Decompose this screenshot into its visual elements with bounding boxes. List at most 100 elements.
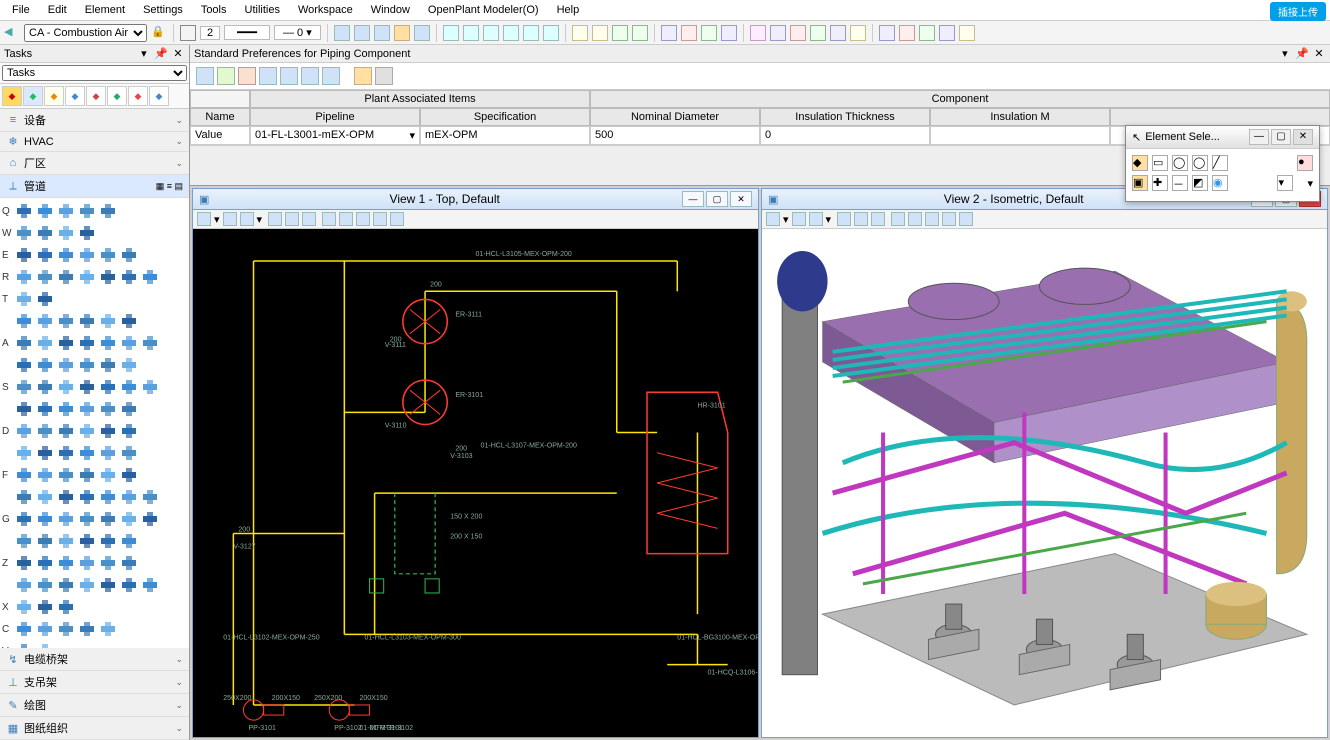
palette-item[interactable] <box>98 201 118 221</box>
palette-item[interactable] <box>119 421 139 441</box>
prefs-tool-icon[interactable] <box>196 67 214 85</box>
palette-item[interactable] <box>119 333 139 353</box>
nav-back-icon[interactable]: ◀ <box>4 25 20 41</box>
menu-edit[interactable]: Edit <box>40 2 75 18</box>
palette-item[interactable] <box>56 487 76 507</box>
task-tool-icon[interactable]: ◆ <box>23 86 43 106</box>
palette-item[interactable] <box>77 355 97 375</box>
category-item[interactable]: ❄HVAC⌄ <box>0 132 189 152</box>
prefs-tool-icon[interactable] <box>259 67 277 85</box>
palette-item[interactable] <box>77 399 97 419</box>
palette-item[interactable] <box>35 575 55 595</box>
prefs-tool-icon[interactable] <box>301 67 319 85</box>
palette-item[interactable] <box>56 619 76 639</box>
palette-item[interactable] <box>119 399 139 419</box>
sel-tool-icon[interactable]: ● <box>1297 155 1313 171</box>
menu-window[interactable]: Window <box>363 2 418 18</box>
palette-item[interactable] <box>14 465 34 485</box>
palette-item[interactable] <box>119 487 139 507</box>
palette-item[interactable] <box>14 333 34 353</box>
tool-icon[interactable] <box>701 25 717 41</box>
view-tool-icon[interactable] <box>197 212 211 226</box>
panel-pin-icon[interactable]: 📌 <box>1295 47 1309 60</box>
palette-item[interactable] <box>98 531 118 551</box>
category-item[interactable]: ▦图纸组织⌄ <box>0 717 189 740</box>
tool-icon[interactable] <box>334 25 350 41</box>
system-combo[interactable]: CA - Combustion Air <box>24 24 147 42</box>
view-tool-icon[interactable] <box>792 212 806 226</box>
task-tool-icon[interactable]: ◆ <box>44 86 64 106</box>
tasks-combo[interactable]: Tasks <box>2 65 187 81</box>
tool-icon[interactable] <box>721 25 737 41</box>
task-tool-icon[interactable]: ◆ <box>107 86 127 106</box>
tool-icon[interactable] <box>443 25 459 41</box>
view-tool-icon[interactable] <box>373 212 387 226</box>
palette-item[interactable] <box>14 245 34 265</box>
view-tool-icon[interactable] <box>809 212 823 226</box>
palette-item[interactable] <box>14 553 34 573</box>
task-tool-icon[interactable]: ◆ <box>149 86 169 106</box>
palette-item[interactable] <box>98 465 118 485</box>
sel-mode-icon[interactable]: ╱ <box>1212 155 1228 171</box>
menu-help[interactable]: Help <box>549 2 588 18</box>
view-tool-icon[interactable] <box>322 212 336 226</box>
palette-item[interactable] <box>56 443 76 463</box>
menu-tools[interactable]: Tools <box>193 2 235 18</box>
tool-icon[interactable] <box>414 25 430 41</box>
palette-item[interactable] <box>35 399 55 419</box>
palette-item[interactable] <box>35 201 55 221</box>
prefs-tool-icon[interactable] <box>280 67 298 85</box>
palette-item[interactable] <box>35 553 55 573</box>
palette-item[interactable] <box>56 201 76 221</box>
palette-item[interactable] <box>35 443 55 463</box>
sel-mode-icon[interactable]: ◆ <box>1132 155 1148 171</box>
palette-item[interactable] <box>119 553 139 573</box>
palette-item[interactable] <box>98 399 118 419</box>
palette-item[interactable] <box>77 245 97 265</box>
view-tool-icon[interactable] <box>240 212 254 226</box>
palette-item[interactable] <box>119 531 139 551</box>
panel-close-icon[interactable]: ✕ <box>171 47 185 60</box>
palette-item[interactable] <box>35 311 55 331</box>
tool-icon[interactable] <box>374 25 390 41</box>
cat-piping[interactable]: ⟂ 管道 ▦ ≡ ▤ <box>0 175 189 198</box>
linestyle-combo[interactable]: ━━━ <box>224 25 270 40</box>
palette-item[interactable] <box>119 267 139 287</box>
tool-icon[interactable] <box>354 25 370 41</box>
prefs-nomdia[interactable]: 500 <box>590 126 760 145</box>
zoom-icon[interactable] <box>837 212 851 226</box>
task-tool-icon[interactable]: ◆ <box>128 86 148 106</box>
palette-item[interactable] <box>77 531 97 551</box>
tool-icon[interactable] <box>523 25 539 41</box>
palette-item[interactable] <box>14 487 34 507</box>
view-tool-icon[interactable] <box>356 212 370 226</box>
palette-item[interactable] <box>56 509 76 529</box>
tool-icon[interactable] <box>503 25 519 41</box>
prefs-tool-icon[interactable] <box>354 67 372 85</box>
palette-item[interactable] <box>77 553 97 573</box>
menu-settings[interactable]: Settings <box>135 2 191 18</box>
color-swatch[interactable] <box>180 25 196 41</box>
task-tool-icon[interactable]: ◆ <box>86 86 106 106</box>
view-tool-icon[interactable] <box>891 212 905 226</box>
prefs-pipeline[interactable]: 01-FL-L3001-mEX-OPM▾ <box>250 126 420 145</box>
palette-item[interactable] <box>119 311 139 331</box>
palette-item[interactable] <box>14 421 34 441</box>
lineweight-combo[interactable]: — 0 ▾ <box>274 25 321 40</box>
palette-item[interactable] <box>14 201 34 221</box>
tool-icon[interactable] <box>750 25 766 41</box>
palette-item[interactable] <box>77 619 97 639</box>
category-item[interactable]: ≡设备⌄ <box>0 109 189 132</box>
palette-item[interactable] <box>119 377 139 397</box>
palette-item[interactable] <box>35 223 55 243</box>
palette-item[interactable] <box>98 487 118 507</box>
palette-item[interactable] <box>56 223 76 243</box>
zoom-icon[interactable] <box>871 212 885 226</box>
palette-item[interactable] <box>98 575 118 595</box>
menu-utilities[interactable]: Utilities <box>237 2 288 18</box>
prefs-tool-icon[interactable] <box>375 67 393 85</box>
palette-item[interactable] <box>77 201 97 221</box>
minimize-button[interactable]: — <box>682 191 704 207</box>
sel-mode-icon[interactable]: ✚ <box>1152 175 1168 191</box>
tool-icon[interactable] <box>830 25 846 41</box>
